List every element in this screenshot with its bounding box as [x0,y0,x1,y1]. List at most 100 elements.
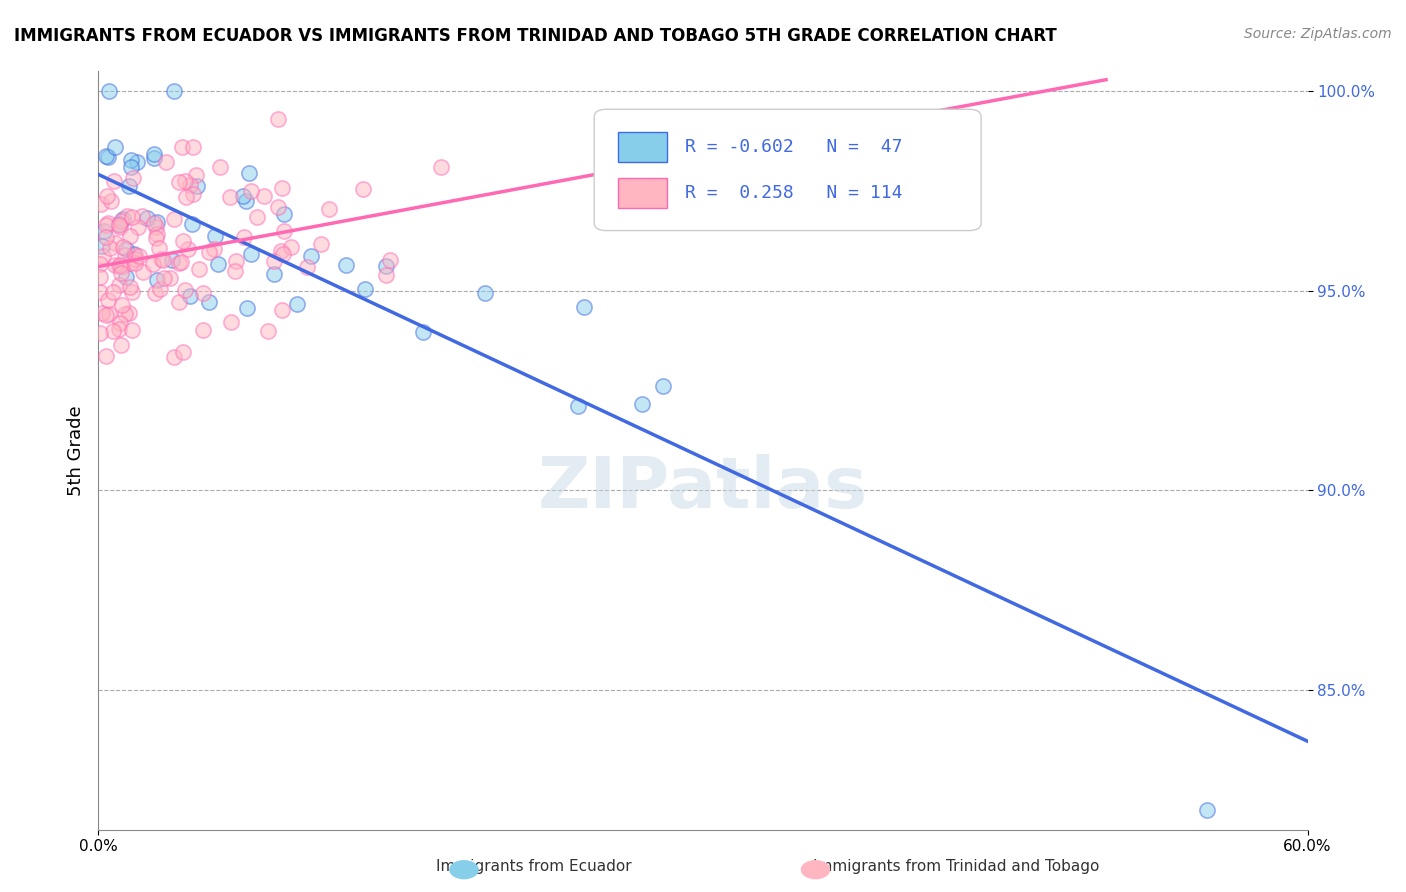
Point [173,235,195,249]
Point [110,338,132,352]
Point [240,247,263,261]
Point [186,168,208,182]
Text: Immigrants from Trinidad and Tobago: Immigrants from Trinidad and Tobago [813,859,1099,874]
Point [263,254,285,268]
FancyBboxPatch shape [595,109,981,230]
Point [235,301,257,316]
Point [110,219,132,234]
Bar [619,132,666,162]
Point [145,230,167,244]
Point [125,155,148,169]
Point [270,244,292,258]
Point [270,181,292,195]
Point [181,187,204,202]
Point [114,242,136,256]
Point [238,166,260,180]
Point [103,174,125,188]
Point [89,269,111,284]
Point [155,154,177,169]
Point [263,267,285,281]
Point [148,242,170,256]
Point [299,249,322,263]
Point [412,326,434,340]
Point [118,306,141,320]
Point [114,248,136,262]
Point [110,317,132,331]
Point [121,210,143,224]
Point [98,241,121,255]
Point [267,200,290,214]
Point [97,216,120,230]
Point [181,140,204,154]
Point [149,252,172,266]
Point [174,190,197,204]
Point [110,214,132,228]
Point [235,194,257,209]
Point [145,219,167,234]
Text: Immigrants from Ecuador: Immigrants from Ecuador [436,859,633,874]
Point [172,344,194,359]
Point [224,263,246,277]
Point [630,397,652,411]
Point [232,189,254,203]
Point [114,307,136,321]
Point [256,324,278,338]
Point [146,227,169,241]
Point [142,257,165,271]
Point [117,178,139,193]
Point [97,151,120,165]
Point [160,253,183,268]
Point [124,248,146,262]
Point [202,242,225,256]
Point [118,280,141,294]
Point [128,249,150,263]
Y-axis label: 5th Grade: 5th Grade [66,405,84,496]
Text: IMMIGRANTS FROM ECUADOR VS IMMIGRANTS FROM TRINIDAD AND TOBAGO 5TH GRADE CORRELA: IMMIGRANTS FROM ECUADOR VS IMMIGRANTS FR… [14,27,1057,45]
Point [143,286,166,301]
Point [179,289,201,303]
Point [163,211,186,226]
Point [94,149,117,163]
Point [104,258,127,272]
Point [198,244,221,259]
Point [375,259,398,273]
Point [204,229,226,244]
Point [108,217,131,231]
Point [1195,803,1218,817]
Point [112,240,135,254]
Point [127,219,149,234]
Point [162,351,184,365]
Point [146,273,169,287]
Point [143,147,166,161]
Text: R = -0.602   N =  47: R = -0.602 N = 47 [685,138,903,156]
Point [110,267,132,281]
Point [100,194,122,208]
Point [209,160,232,174]
Point [104,236,127,251]
Point [89,258,111,272]
Point [111,212,134,227]
Point [142,151,165,165]
Point [652,379,675,393]
Point [309,236,332,251]
Point [91,249,114,263]
Point [186,179,208,194]
Point [146,215,169,229]
Point [207,257,229,271]
Point [89,326,111,340]
Point [193,323,215,337]
Point [107,277,129,292]
Point [335,258,357,272]
Point [167,175,190,189]
Point [97,307,120,321]
Point [121,285,143,299]
Point [167,295,190,310]
Point [117,210,139,224]
Point [122,171,145,186]
Point [149,282,172,296]
Point [218,190,240,204]
Point [108,322,131,336]
Point [173,283,195,297]
Bar [619,178,666,208]
Point [232,229,254,244]
